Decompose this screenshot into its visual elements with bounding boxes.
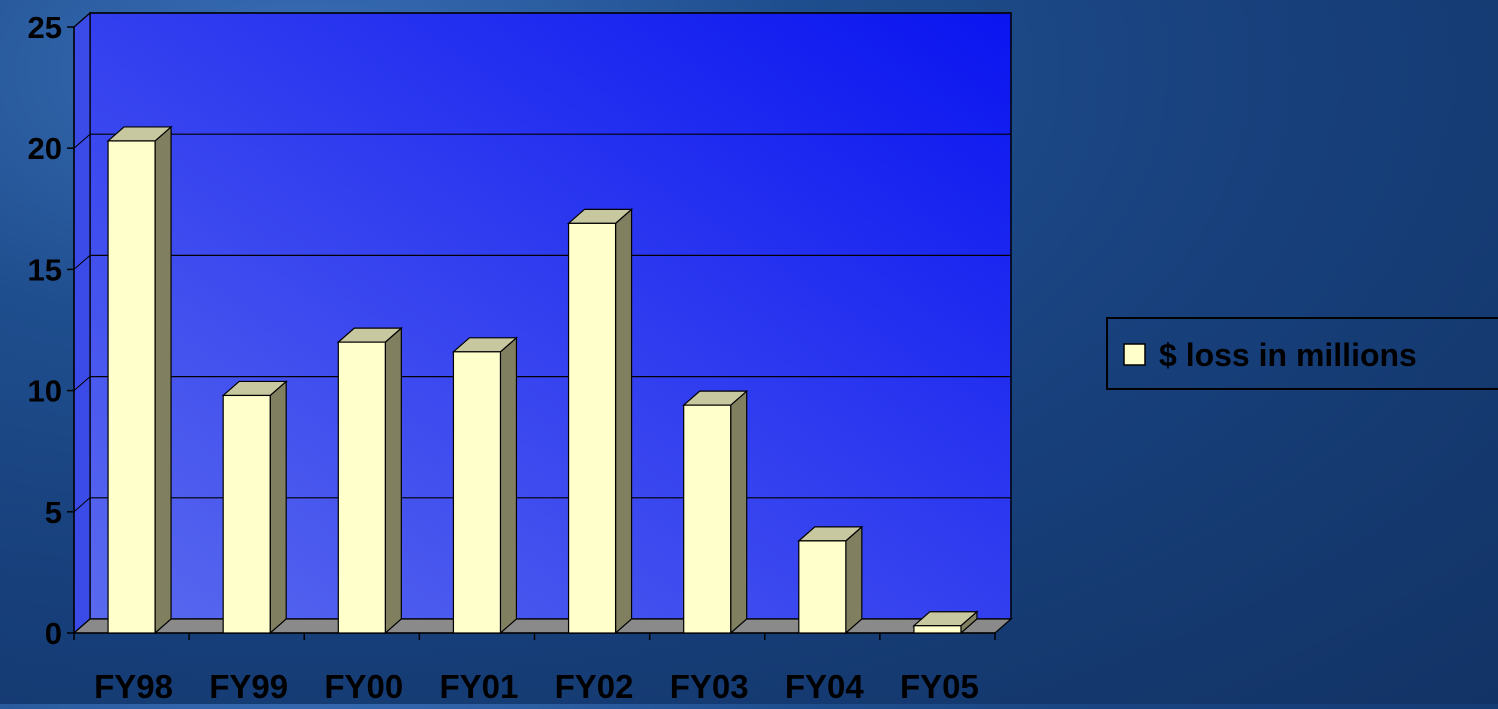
bar-side <box>499 336 518 635</box>
bar-side <box>154 125 172 635</box>
bar-side <box>845 525 863 635</box>
chart-floor <box>72 618 1013 634</box>
gridline-side-15 <box>73 255 91 270</box>
bar-front <box>798 540 847 634</box>
bar-front <box>452 351 502 634</box>
legend-swatch <box>1123 343 1146 366</box>
bar-side <box>614 208 633 635</box>
x-tick-label: FY98 <box>94 668 173 704</box>
y-tick-label: 5 <box>45 495 62 530</box>
legend-label: $ loss in millions <box>1159 337 1417 373</box>
bar-front <box>222 394 271 634</box>
bar <box>682 389 749 635</box>
plot-wall <box>73 11 1012 635</box>
bar <box>336 326 403 635</box>
x-tick-label: FY01 <box>440 668 519 704</box>
bar <box>566 208 634 635</box>
bar <box>106 125 173 635</box>
bar-front <box>107 140 156 634</box>
x-tick-label: FY00 <box>324 668 403 704</box>
bar-side <box>384 326 402 635</box>
bar-series <box>106 125 979 635</box>
plot-side-wall <box>73 11 91 635</box>
legend-box <box>1106 317 1498 390</box>
bar-side <box>730 389 748 635</box>
bar <box>797 525 864 635</box>
bar-front <box>913 625 962 634</box>
bar-front <box>683 404 732 634</box>
bar-front <box>567 222 617 634</box>
bar <box>912 610 979 635</box>
floor-plane <box>72 618 1013 634</box>
gridline-side-25 <box>73 12 91 28</box>
gridline-side-10 <box>73 376 91 391</box>
y-tick-label: 15 <box>28 252 62 287</box>
x-tick-label: FY04 <box>785 668 865 704</box>
x-tick-label: FY05 <box>900 668 979 704</box>
gridline-side-5 <box>73 497 91 513</box>
x-tick-label: FY02 <box>555 668 634 704</box>
legend: $ loss in millions <box>1106 317 1498 390</box>
y-tick-label: 25 <box>28 10 62 45</box>
y-axis: 0 5 10 15 20 25 <box>28 10 75 651</box>
x-axis: FY98 FY99 FY00 FY01 FY02 FY03 FY04 FY05 <box>73 632 996 705</box>
x-tick-label: FY03 <box>670 668 749 704</box>
x-tick-label: FY99 <box>209 668 288 704</box>
bar-front <box>337 341 386 634</box>
bar <box>451 336 519 635</box>
y-tick-label: 10 <box>28 374 62 409</box>
gridline-side-20 <box>73 133 91 149</box>
y-tick-label: 20 <box>28 131 62 166</box>
bar <box>221 380 288 635</box>
y-tick-label: 0 <box>45 616 62 651</box>
bar-side <box>269 380 287 635</box>
